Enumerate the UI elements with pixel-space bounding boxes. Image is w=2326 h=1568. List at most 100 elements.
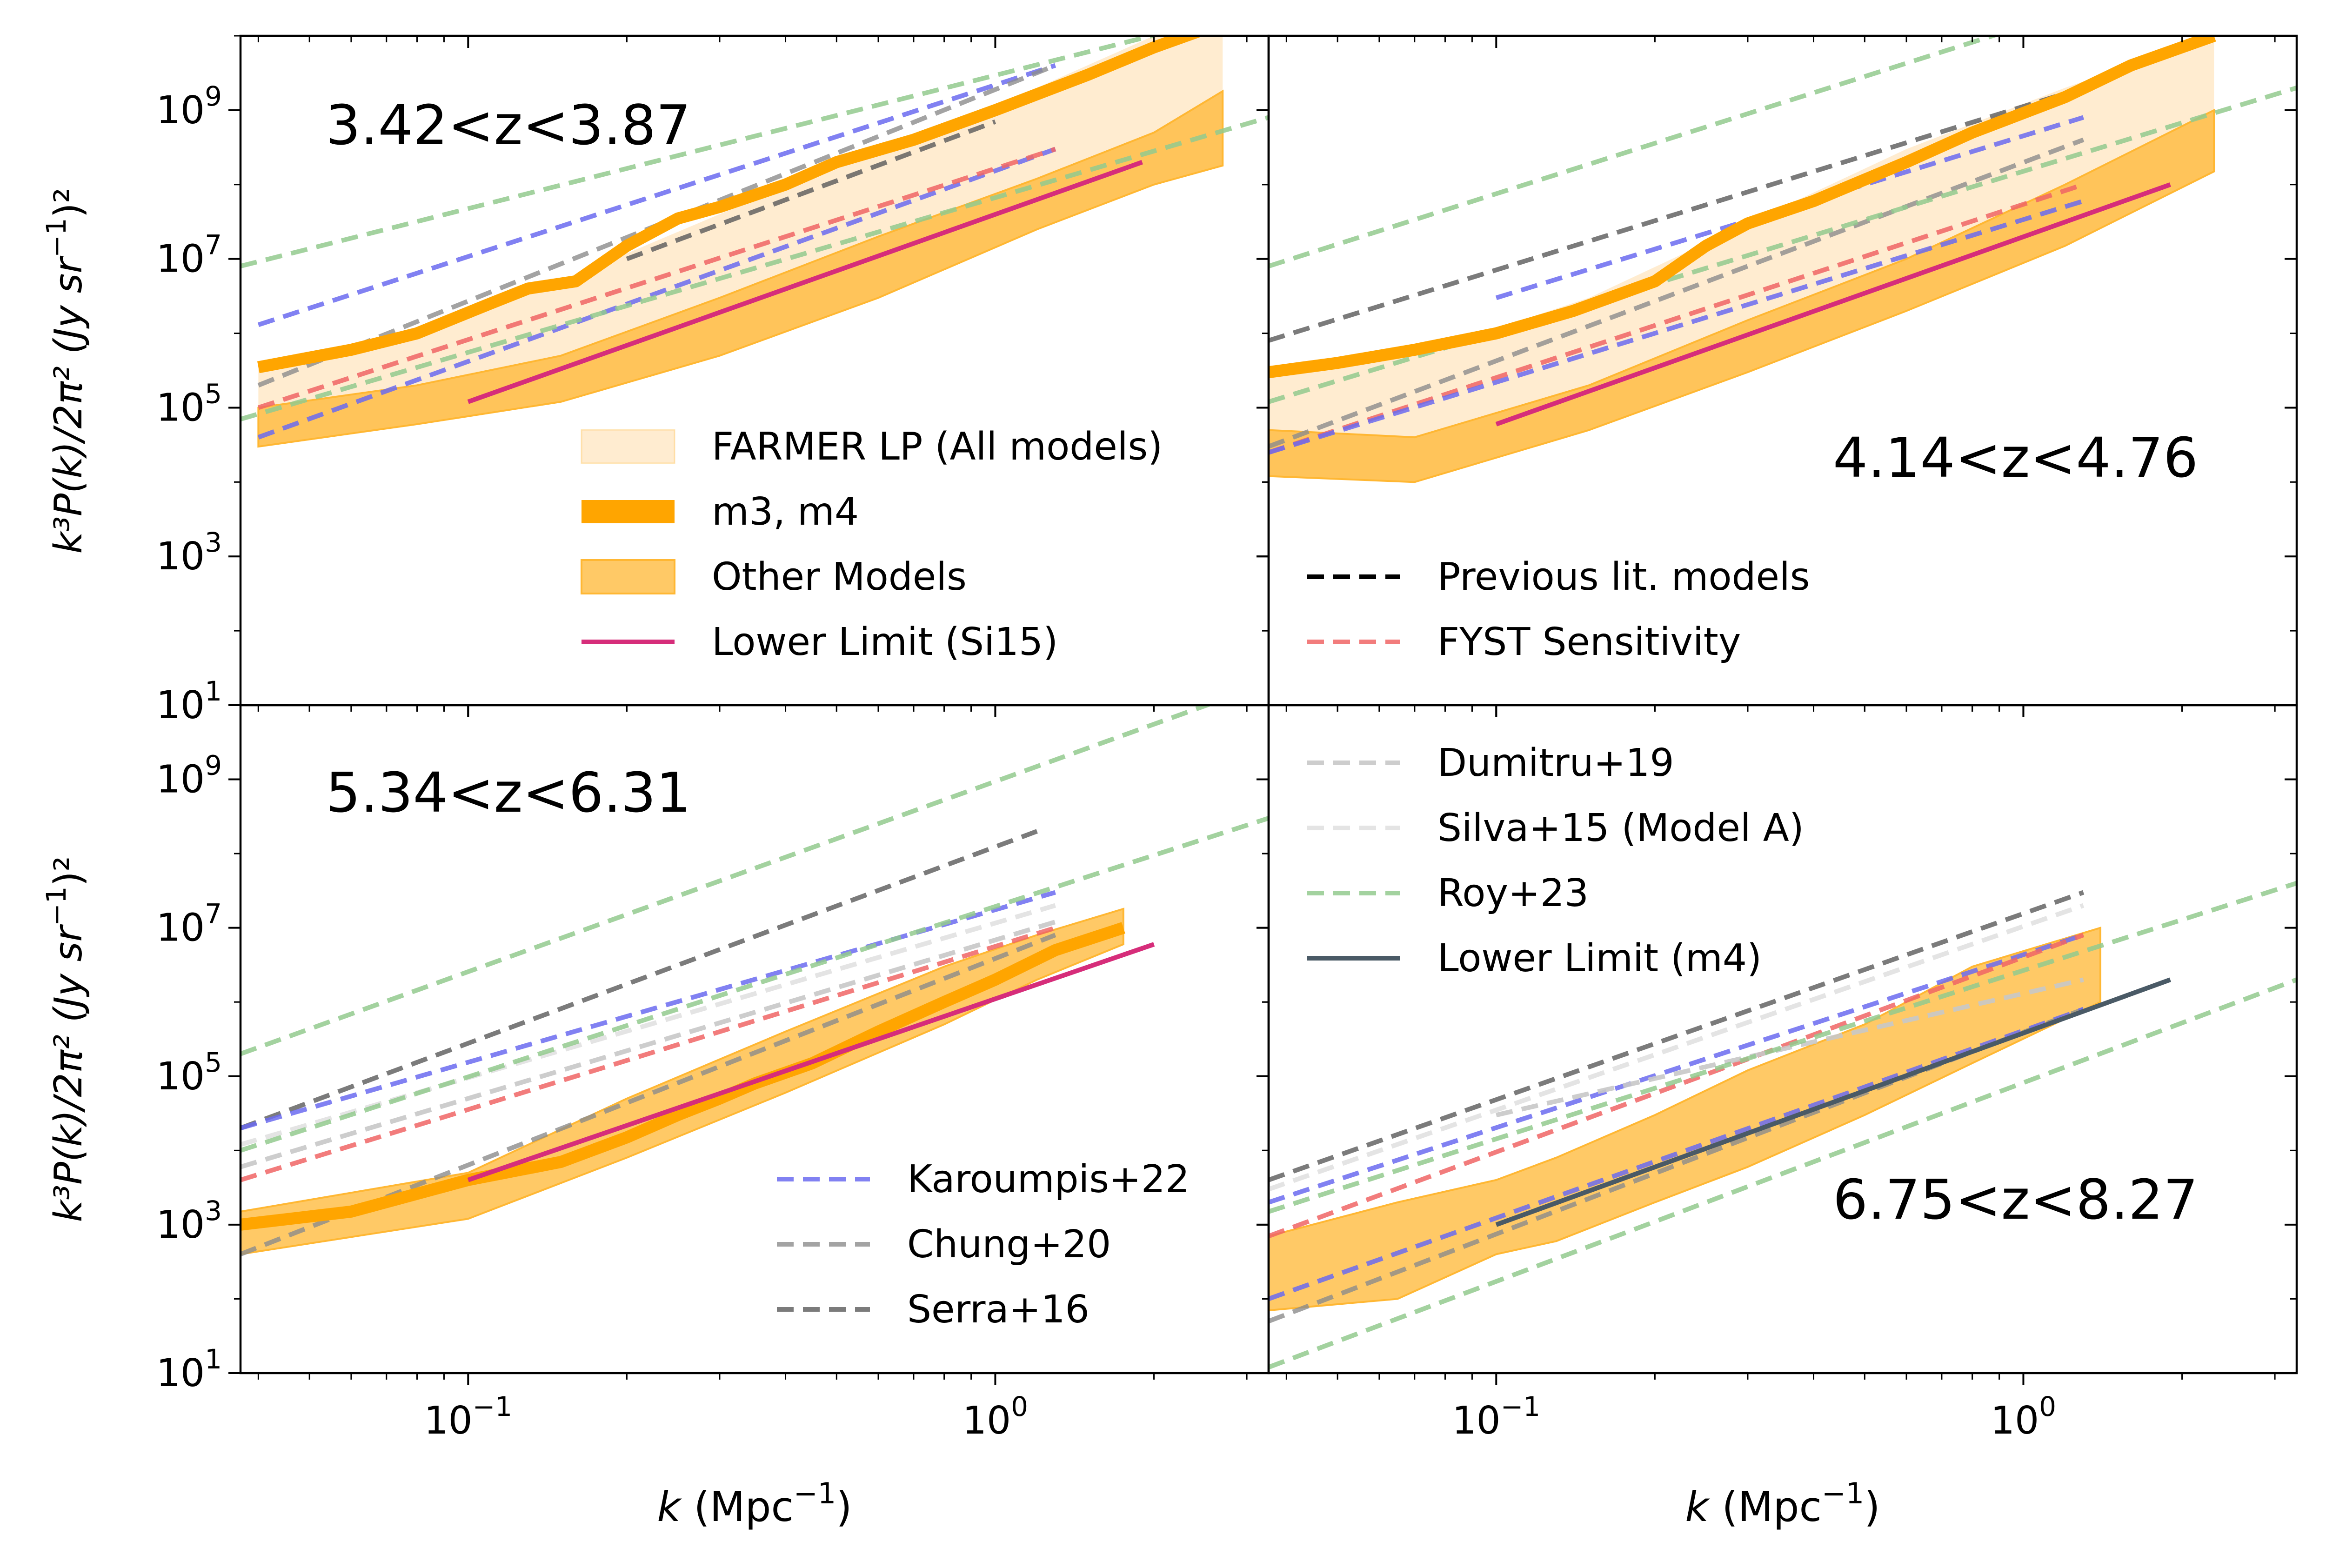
series-serra-0	[1269, 890, 2085, 1182]
lower-limit-si15-line	[1495, 182, 2171, 427]
x-axis-label: k (Mpc−1)	[1685, 1476, 1880, 1531]
y-tick-label: 107	[156, 229, 222, 281]
y-axis-label-exp: −1	[40, 218, 72, 258]
m3-m4-line	[1269, 36, 2216, 379]
series-roy-7	[241, 816, 1269, 1153]
x-tick-exponent: −1	[473, 1391, 512, 1422]
panel-title: 4.14<z<4.76	[1833, 426, 2198, 490]
y-tick-label: 109	[156, 80, 222, 133]
x-tick-exponent: 0	[2039, 1391, 2056, 1422]
x-tick-base: 10	[424, 1399, 472, 1443]
legend-label: Serra+16	[907, 1288, 1089, 1332]
y-tick-base: 10	[156, 386, 205, 430]
other-models-band	[257, 89, 1224, 448]
y-axis-label-main: k³P(k)/2π² (Jy sr	[47, 924, 91, 1222]
x-axis-label-unit: (Mpc	[681, 1483, 793, 1531]
series-fyst-4	[241, 925, 1056, 1182]
series-karoumpis-2	[1269, 933, 2085, 1205]
y-tick-base: 10	[156, 758, 205, 802]
y-tick-exponent: 7	[205, 898, 222, 930]
series-roy-5	[241, 36, 1161, 269]
series-roy-8	[1269, 977, 2297, 1370]
y-tick-label: 101	[156, 1343, 222, 1395]
y-axis-label-close: )²	[47, 188, 91, 218]
y-tick-label: 109	[156, 750, 222, 802]
series-karoumpis-1	[257, 147, 1056, 440]
series-chung-5	[1269, 1007, 2085, 1324]
y-tick-base: 10	[156, 1054, 205, 1099]
y-tick-label: 103	[156, 527, 222, 579]
legend-swatch-other	[581, 559, 675, 594]
y-tick-base: 10	[156, 1203, 205, 1247]
legend-label: Previous lit. models	[1437, 555, 1810, 599]
y-axis-label-main: k³P(k)/2π² (Jy sr	[47, 256, 91, 554]
legend-panel-2: Previous lit. models FYST Sensitivity	[1307, 555, 1810, 664]
x-axis-label-exp: −1	[794, 1476, 836, 1510]
x-axis-label-var: k	[1685, 1483, 1710, 1531]
y-tick-exponent: 1	[205, 675, 222, 707]
x-tick-label: 10−1	[1452, 1391, 1540, 1443]
y-tick-base: 10	[156, 1351, 205, 1395]
lower-limit-si15-line	[467, 160, 1143, 404]
legend-panel-1: FARMER LP (All models) m3, m4 Other Models…	[581, 425, 1163, 664]
panel-2: 4.14<z<4.76	[1257, 34, 2298, 717]
y-tick-exponent: 5	[205, 1047, 222, 1078]
series-karoumpis-6	[1269, 1007, 2085, 1301]
legend-panel-4: Dumitru+19 Silva+15 (Model A) Roy+23 Lower …	[1307, 741, 1804, 981]
y-axis-label: k³P(k)/2π² (Jy sr−1)²	[40, 856, 91, 1222]
series-karoumpis-4	[1269, 199, 2085, 455]
y-axis-label-exp: −1	[40, 886, 72, 926]
y-tick-exponent: 5	[205, 378, 222, 409]
legend-label: Other Models	[712, 555, 967, 599]
x-tick-base: 10	[1452, 1399, 1500, 1443]
plot-area	[1269, 36, 2297, 483]
y-tick-label: 107	[156, 898, 222, 950]
m3-m4-line	[257, 36, 1204, 374]
series-silva-1	[1269, 903, 2085, 1192]
y-tick-base: 10	[156, 683, 205, 727]
series-fyst-4	[257, 147, 1056, 410]
y-tick-label: 105	[156, 378, 222, 430]
plot-area	[241, 705, 1269, 1257]
panel-title: 6.75<z<8.27	[1833, 1168, 2198, 1232]
y-tick-exponent: 7	[205, 229, 222, 261]
x-tick-exponent: 0	[1011, 1391, 1028, 1422]
legend-label: Chung+20	[907, 1222, 1111, 1267]
series-dumitru-4	[1496, 977, 2084, 1118]
y-tick-exponent: 9	[205, 750, 222, 781]
legend-label: Karoumpis+22	[907, 1157, 1190, 1201]
y-tick-exponent: 3	[205, 1195, 222, 1227]
lower-limit-m4-line	[1495, 977, 2172, 1227]
series-serra-0	[241, 829, 1038, 1130]
y-tick-exponent: 1	[205, 1343, 222, 1375]
series-serra-3	[626, 120, 996, 261]
series-roy-7	[1269, 881, 2297, 1214]
legend-label: Silva+15 (Model A)	[1437, 806, 1804, 850]
y-tick-exponent: 9	[205, 80, 222, 112]
legend-panel-3: Karoumpis+22 Chung+20 Serra+16	[777, 1157, 1190, 1332]
legend-label: Roy+23	[1437, 871, 1589, 915]
x-tick-base: 10	[1991, 1399, 2039, 1443]
y-tick-label: 105	[156, 1047, 222, 1099]
x-tick-base: 10	[962, 1399, 1011, 1443]
legend-label: m3, m4	[712, 490, 859, 534]
other-models-band	[1269, 108, 2215, 483]
y-axis-label-close: )²	[47, 856, 91, 887]
legend-label: FARMER LP (All models)	[712, 425, 1163, 469]
series-fyst-3	[1269, 933, 2085, 1239]
series-chung-2	[1269, 137, 2085, 449]
y-tick-label: 103	[156, 1195, 222, 1247]
y-axis-label: k³P(k)/2π² (Jy sr−1)²	[40, 188, 91, 554]
legend-label: FYST Sensitivity	[1437, 620, 1741, 664]
series-roy-6	[241, 115, 1269, 421]
y-tick-label: 101	[156, 675, 222, 727]
x-axis-label-unit: (Mpc	[1709, 1483, 1821, 1531]
series-karoumpis-0	[257, 63, 1056, 327]
x-axis-label-close: )	[1864, 1483, 1880, 1531]
x-tick-label: 100	[1991, 1391, 2056, 1443]
x-axis-label-close: )	[836, 1483, 852, 1531]
series-fyst-3	[1269, 182, 2085, 455]
panel-frame	[1267, 704, 2298, 1375]
